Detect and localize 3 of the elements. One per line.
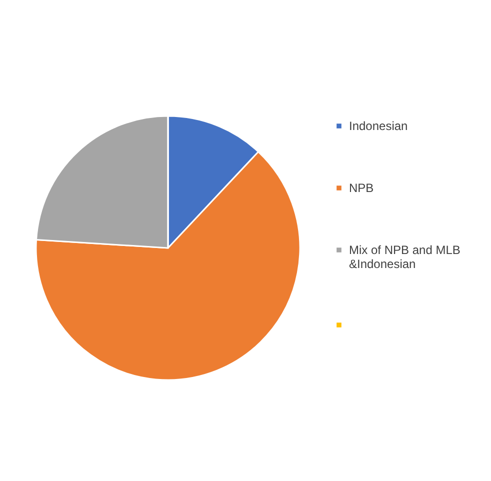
legend-label: NPB xyxy=(349,181,374,195)
legend-label: Indonesian xyxy=(349,119,408,133)
legend-label: Mix of NPB and MLB &Indonesian xyxy=(349,243,460,271)
